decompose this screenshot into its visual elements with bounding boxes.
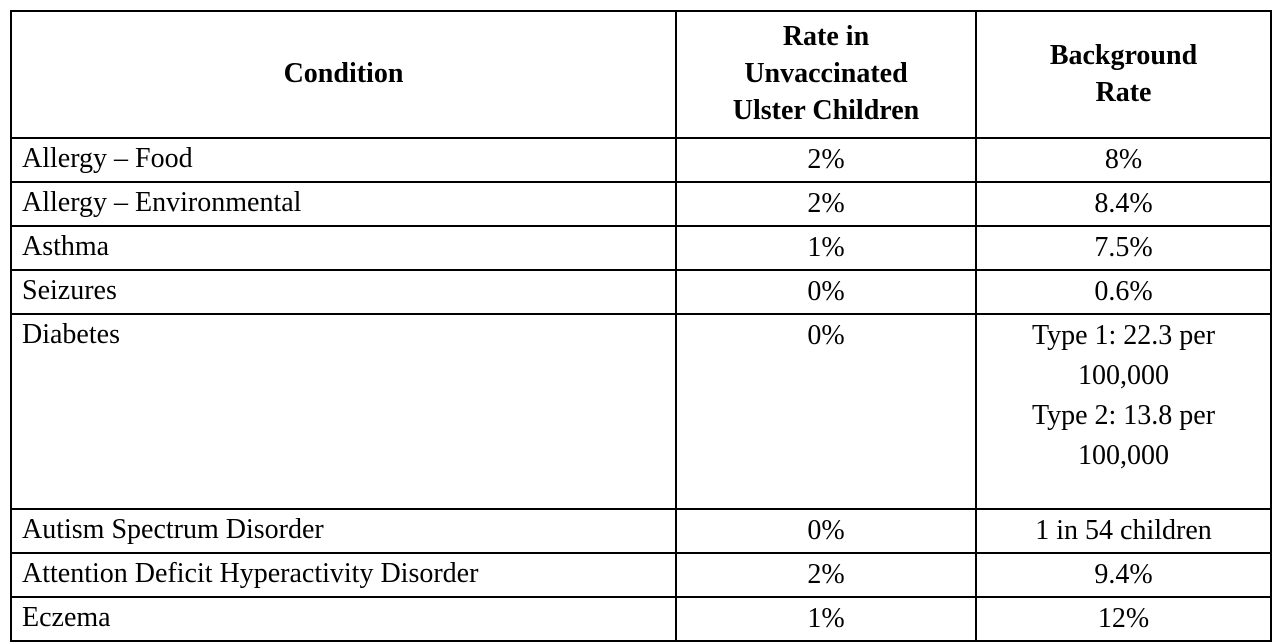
unvaccinated-rate-cell: 2% <box>675 181 977 228</box>
table-row-diabetes: Diabetes 0% Type 1: 22.3 per 100,000 Typ… <box>10 313 1272 511</box>
unvaccinated-rate-cell: 1% <box>675 596 977 642</box>
condition-cell: Attention Deficit Hyperactivity Disorder <box>10 552 677 599</box>
condition-cell: Asthma <box>10 225 677 272</box>
table-row-autism-spectrum-disorder: Autism Spectrum Disorder 0% 1 in 54 chil… <box>10 508 1272 555</box>
unvaccinated-rate-cell: 1% <box>675 225 977 272</box>
condition-cell: Autism Spectrum Disorder <box>10 508 677 555</box>
background-rate-cell: 9.4% <box>975 552 1272 599</box>
unvaccinated-rate-cell: 0% <box>675 313 977 511</box>
table-row-allergy-environmental: Allergy – Environmental 2% 8.4% <box>10 181 1272 228</box>
table-row-seizures: Seizures 0% 0.6% <box>10 269 1272 316</box>
unvaccinated-rate-cell: 2% <box>675 552 977 599</box>
table-row-adhd: Attention Deficit Hyperactivity Disorder… <box>10 552 1272 599</box>
background-rate-cell: 0.6% <box>975 269 1272 316</box>
conditions-table-container: Condition Rate in Unvaccinated Ulster Ch… <box>10 10 1272 642</box>
unvaccinated-rate-cell: 0% <box>675 269 977 316</box>
condition-cell: Eczema <box>10 596 677 642</box>
condition-cell: Diabetes <box>10 313 677 511</box>
unvaccinated-rate-cell: 2% <box>675 136 977 184</box>
table-row-asthma: Asthma 1% 7.5% <box>10 225 1272 272</box>
background-rate-cell: Type 1: 22.3 per 100,000 Type 2: 13.8 pe… <box>975 313 1272 511</box>
table-row-allergy-food: Allergy – Food 2% 8% <box>10 136 1272 184</box>
condition-cell: Seizures <box>10 269 677 316</box>
condition-cell: Allergy – Environmental <box>10 181 677 228</box>
background-rate-cell: 7.5% <box>975 225 1272 272</box>
column-header-condition: Condition <box>10 10 677 139</box>
background-rate-cell: 8% <box>975 136 1272 184</box>
column-header-unvaccinated-rate: Rate in Unvaccinated Ulster Children <box>675 10 977 139</box>
background-rate-cell: 8.4% <box>975 181 1272 228</box>
table-row-eczema: Eczema 1% 12% <box>10 596 1272 642</box>
table-header-row: Condition Rate in Unvaccinated Ulster Ch… <box>10 10 1272 139</box>
background-rate-cell: 1 in 54 children <box>975 508 1272 555</box>
background-rate-cell: 12% <box>975 596 1272 642</box>
condition-cell: Allergy – Food <box>10 136 677 184</box>
column-header-background-rate: Background Rate <box>975 10 1272 139</box>
unvaccinated-rate-cell: 0% <box>675 508 977 555</box>
conditions-rates-table: Condition Rate in Unvaccinated Ulster Ch… <box>10 10 1272 642</box>
